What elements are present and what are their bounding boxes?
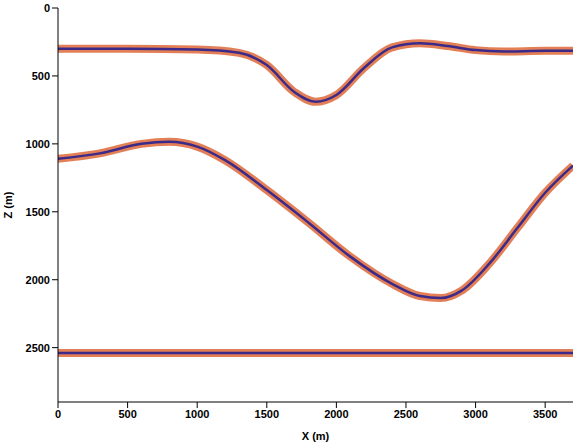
svg-text:3000: 3000 [463, 408, 487, 420]
svg-text:1500: 1500 [26, 206, 50, 218]
svg-text:2500: 2500 [394, 408, 418, 420]
svg-text:500: 500 [118, 408, 136, 420]
svg-text:1500: 1500 [255, 408, 279, 420]
svg-text:500: 500 [32, 70, 50, 82]
svg-text:2000: 2000 [26, 274, 50, 286]
svg-text:3500: 3500 [533, 408, 557, 420]
svg-text:2500: 2500 [26, 342, 50, 354]
svg-text:0: 0 [55, 408, 61, 420]
svg-text:1000: 1000 [26, 138, 50, 150]
svg-text:1000: 1000 [185, 408, 209, 420]
svg-text:Z (m): Z (m) [2, 191, 14, 218]
svg-text:0: 0 [44, 2, 50, 14]
svg-text:2000: 2000 [324, 408, 348, 420]
svg-text:X (m): X (m) [302, 430, 330, 442]
